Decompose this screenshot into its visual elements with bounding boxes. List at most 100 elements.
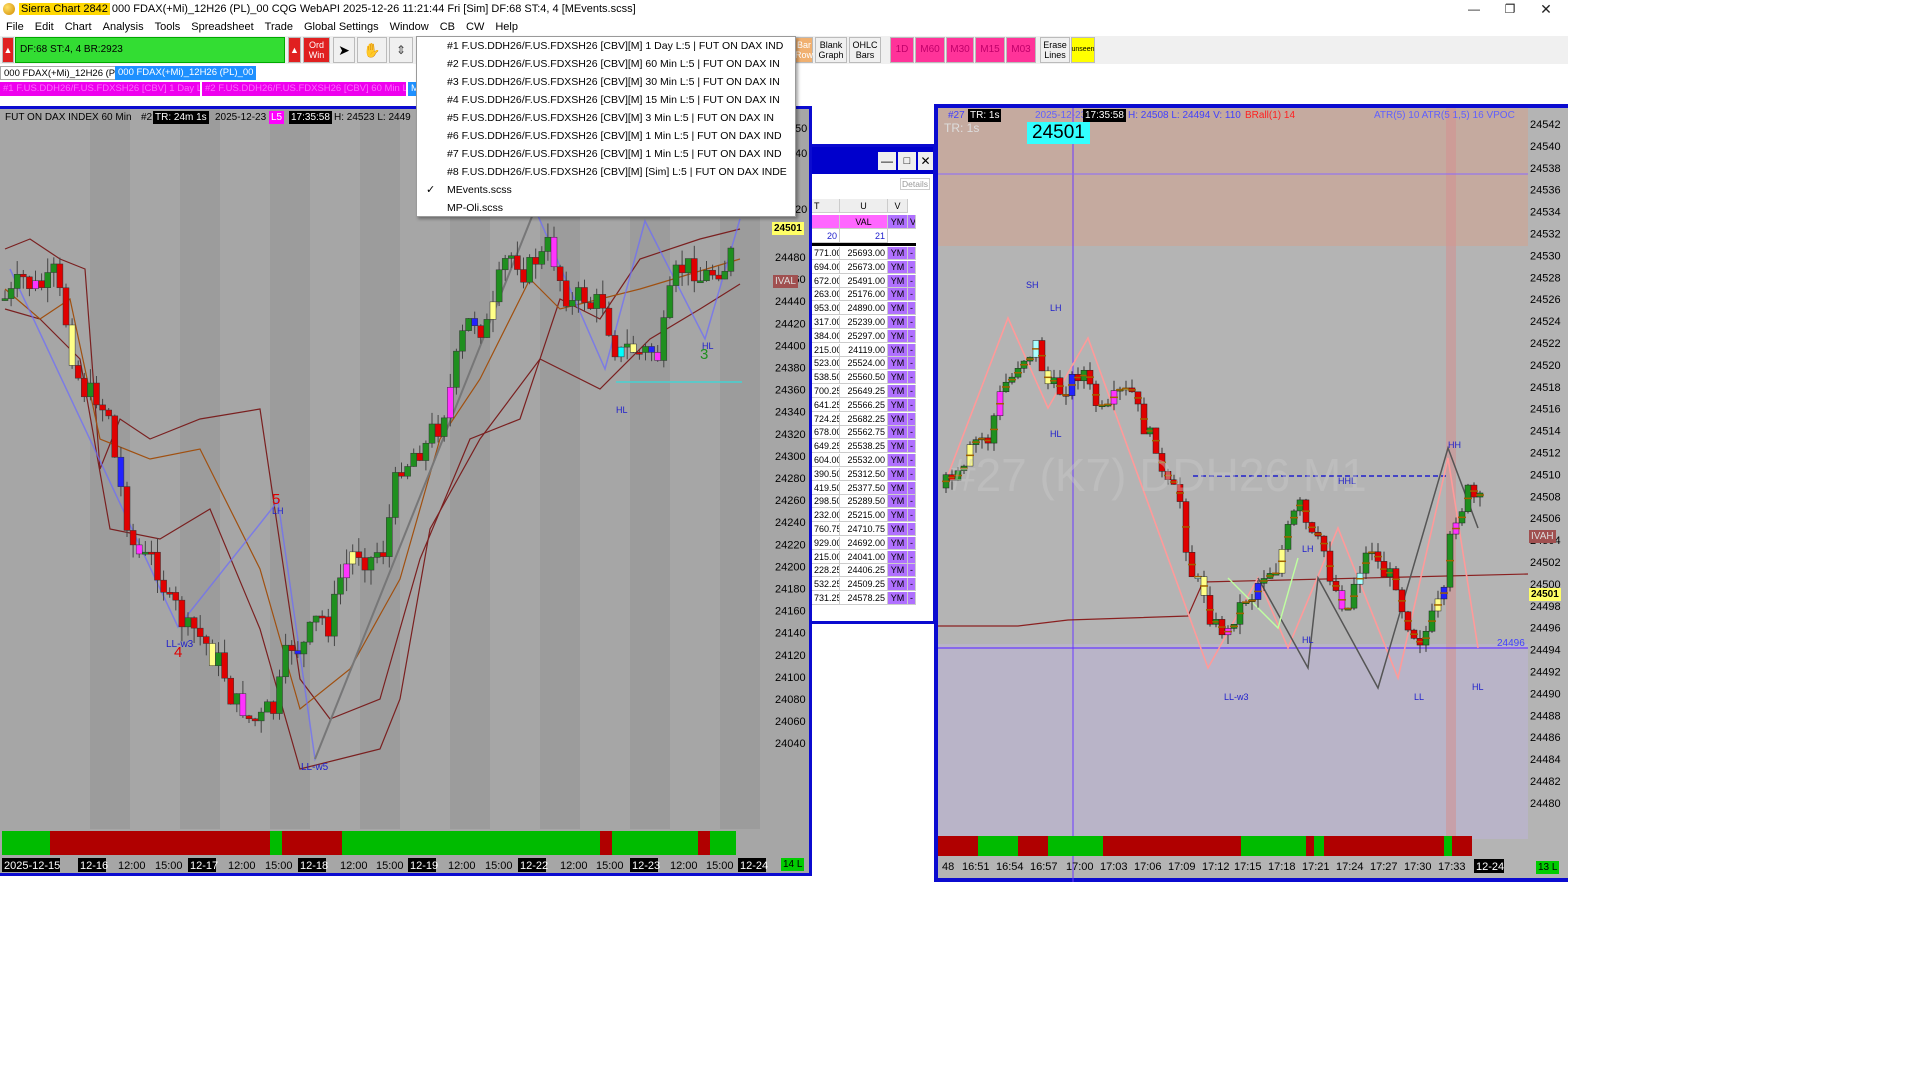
y-tick-label: 24360 [775,385,806,397]
blank-graph-button[interactable]: Blank Graph [815,37,847,63]
dropdown-item-8[interactable]: #8 F.US.DDH26/F.US.FDXSH26 [CBV][M] [Sim… [447,166,787,178]
table-cell: - [908,260,916,274]
table-cell: 724.25 [812,412,840,426]
x-tick-label: 15:00 [155,860,183,872]
lower-zone [938,644,1528,839]
dropdown-item-6[interactable]: #6 F.US.DDH26/F.US.FDXSH26 [CBV][M] 1 Mi… [447,130,782,142]
table-cell: 538.50 [812,371,840,385]
sheet-maximize-icon[interactable]: □ [898,152,916,170]
y-tick-label: 24496 [1530,623,1561,635]
table-cell: YM [888,481,908,495]
right-ivah-label: IVAH [1529,530,1556,543]
sheet-minimize-icon[interactable]: — [878,152,896,170]
candle-body [648,346,655,353]
y-tick-label: 24486 [1530,732,1561,744]
label-hl: HL [616,405,628,415]
left-chart-canvas[interactable]: 2448024460244402442024400243802436024340… [0,109,809,873]
spreadsheet-grid[interactable]: T U V VAL YM V 20 21 771.00 25693.00 YM -694.00 2567… [812,199,933,609]
menu-cw[interactable]: CW [466,21,485,33]
y-tick-label: 24280 [775,473,806,485]
candle-body [184,617,192,628]
dropdown-item-mevents[interactable]: MEvents.scss [447,184,512,196]
hand-tool-icon[interactable]: ✋ [357,37,387,63]
bar-row-button[interactable]: Bar Row [795,37,813,63]
minimize-icon[interactable]: — [1468,2,1480,16]
y-tick-label: 24494 [1530,645,1561,657]
candle-body [111,415,119,458]
timeframe-m30-button[interactable]: M30 [946,37,974,63]
left-chart-window[interactable]: 2448024460244402442024400243802436024340… [0,106,812,876]
spreadsheet-window[interactable]: — □ ✕ Details T U V VAL YM V 20 21 771.00 25693.0… [812,144,936,624]
tab-chart-2[interactable]: #2 F.US.DDH26/F.US.FDXSH26 [CBV] 60 Min … [202,82,406,96]
close-icon[interactable]: ✕ [1540,1,1552,17]
signal-strip [1103,836,1241,856]
x-tick-label: 12-24 [1476,861,1504,873]
table-cell: 24710.75 [840,523,888,536]
details-button[interactable]: Details [900,178,930,190]
y-tick-label: 24480 [775,252,806,264]
timeframe-m60-button[interactable]: M60 [915,37,945,63]
menu-analysis[interactable]: Analysis [102,21,144,33]
dropdown-item-1[interactable]: #1 F.US.DDH26/F.US.FDXSH26 [CBV][M] 1 Da… [447,40,784,52]
menu-chart[interactable]: Chart [64,21,92,33]
label-lh: LH [272,506,284,516]
menu-window[interactable]: Window [389,21,429,33]
header-cell: V [888,199,908,213]
label-hl: HL [702,341,714,351]
x-date-box [78,858,106,872]
y-tick-label: 24140 [775,628,806,640]
timeframe-1d-button[interactable]: 1D [890,37,914,63]
menu-global-settings[interactable]: Global Settings [303,21,379,33]
menu-help[interactable]: Help [495,21,518,33]
table-cell: - [908,247,916,260]
y-tick-label: 24492 [1530,667,1561,679]
candle-body [617,346,625,358]
menu-file[interactable]: File [6,21,24,33]
maximize-icon[interactable]: ❐ [1504,2,1516,16]
candle-body [495,269,503,303]
menu-spreadsheet[interactable]: Spreadsheet [191,21,254,33]
session-stripe [450,109,490,829]
label-ll-w3: LL-w3 [1224,692,1249,702]
candle-body [599,294,607,309]
table-cell: - [908,509,916,523]
scale-tool-icon[interactable]: ⇕ [389,37,413,63]
timeframe-m15-button[interactable]: M15 [975,37,1005,63]
dropdown-item-7[interactable]: #7 F.US.DDH26/F.US.FDXSH26 [CBV][M] 1 Mi… [447,148,782,160]
moving-average [4,258,741,711]
table-cell: 678.00 [812,426,840,440]
toolbar-red-button-2[interactable]: ▲ [288,37,301,63]
right-chart-canvas[interactable]: 24542 24540 24538 24536 24534 24532 24530 24528… [938,108,1568,882]
ohlc-bars-button[interactable]: OHLC Bars [849,37,881,63]
y-tick-label: 24526 [1530,294,1561,306]
menu-cb[interactable]: CB [439,21,455,33]
erase-lines-button[interactable]: Erase Lines [1040,37,1070,63]
tab-chart-1[interactable]: #1 F.US.DDH26/F.US.FDXSH26 [CBV] 1 Day L… [0,82,200,96]
menu-trade[interactable]: Trade [264,21,293,33]
right-chart-window[interactable]: 24542 24540 24538 24536 24534 24532 24530 24528… [934,104,1568,882]
x-tick-label: 17:27 [1370,861,1398,873]
sheet-close-icon[interactable]: ✕ [918,152,933,170]
candle-body [172,592,180,601]
table-cell: 25673.00 [840,260,888,274]
pointer-icon[interactable]: ➤ [333,37,355,63]
toolbar-red-button[interactable]: ▲ [2,37,14,63]
candle-body [636,352,643,355]
dropdown-item-3[interactable]: #3 F.US.DDH26/F.US.FDXSH26 [CBV][M] 30 M… [447,76,780,88]
dropdown-item-2[interactable]: #2 F.US.DDH26/F.US.FDXSH26 [CBV][M] 60 M… [447,58,780,70]
tab-chart-3[interactable]: M [408,82,416,96]
table-divider [812,243,916,246]
dropdown-item-5[interactable]: #5 F.US.DDH26/F.US.FDXSH26 [CBV][M] 3 Mi… [447,112,774,124]
unseen-button[interactable]: unseen [1071,37,1095,63]
menu-tools[interactable]: Tools [154,21,181,33]
timeframe-m03-button[interactable]: M03 [1006,37,1036,63]
dropdown-item-4[interactable]: #4 F.US.DDH26/F.US.FDXSH26 [CBV][M] 15 M… [447,94,780,106]
order-window-button[interactable]: Ord Win [303,37,330,63]
dropdown-item-mp-oli[interactable]: MP-Oli.scss [447,202,503,214]
tab-chartbook-1[interactable]: 000 FDAX(+Mi)_12H26 (PL) [0,66,128,80]
menu-edit[interactable]: Edit [34,21,54,33]
tab-chartbook-2[interactable]: 000 FDAX(+Mi)_12H26 (PL)_00 [115,66,257,80]
x-date-box [738,858,766,872]
candle-body [471,318,478,327]
table-cell: 25297.00 [840,329,888,343]
